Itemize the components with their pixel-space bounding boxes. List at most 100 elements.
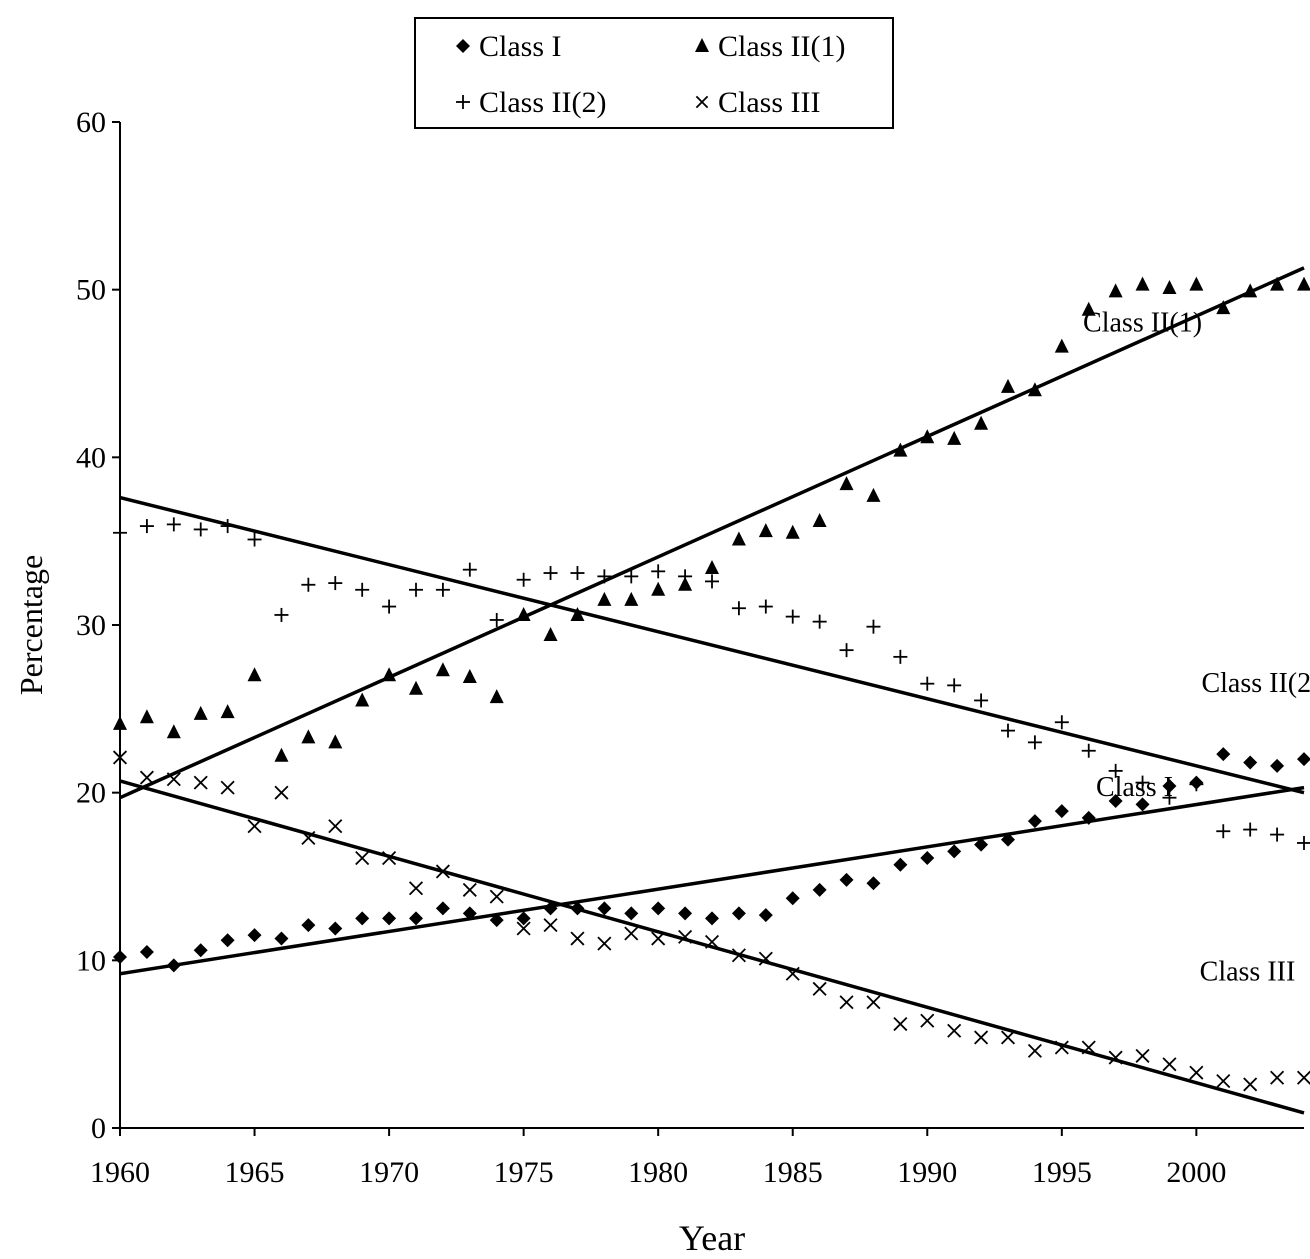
point-class-ii-1 — [301, 729, 316, 744]
point-class-ii-1 — [785, 524, 800, 539]
point-class-ii-1 — [113, 715, 127, 730]
point-class-i — [1162, 778, 1177, 793]
point-class-ii-1 — [1270, 276, 1285, 291]
point-class-iii — [355, 851, 370, 866]
point-class-iii — [1243, 1077, 1258, 1092]
point-class-iii — [328, 819, 343, 834]
trend-lines — [119, 266, 1305, 1115]
point-class-ii-2 — [1135, 775, 1150, 790]
point-class-ii-2 — [974, 693, 989, 708]
point-class-iii — [516, 921, 531, 936]
y-tick-label: 20 — [76, 777, 106, 810]
point-class-iii — [1162, 1057, 1177, 1072]
annotation-class-ii-2: Class II(2) — [1201, 668, 1310, 699]
point-class-ii-2 — [489, 612, 504, 627]
point-class-iii — [301, 830, 316, 845]
point-class-i — [328, 921, 343, 936]
point-class-i — [839, 872, 854, 887]
point-class-ii-1 — [866, 487, 881, 502]
legend-marker-class-ii-1 — [695, 38, 709, 52]
point-class-i — [1270, 758, 1285, 773]
x-tick-label: 1970 — [359, 1156, 419, 1189]
point-class-ii-2 — [193, 522, 208, 537]
point-class-ii-2 — [678, 569, 693, 584]
point-class-ii-2 — [139, 519, 154, 534]
point-class-i — [1027, 814, 1042, 829]
point-class-iii — [435, 864, 450, 879]
point-class-ii-2 — [1108, 763, 1123, 778]
series-class-ii-1 — [113, 276, 1310, 762]
point-class-ii-2 — [220, 519, 235, 534]
legend-marker-class-i — [456, 39, 470, 53]
point-class-iii — [839, 995, 854, 1010]
point-class-i — [974, 837, 989, 852]
point-class-i — [489, 913, 504, 928]
point-class-iii — [570, 931, 585, 946]
annotation-class-iii: Class III — [1200, 956, 1296, 987]
point-class-i — [274, 931, 289, 946]
point-class-ii-1 — [893, 442, 908, 457]
point-class-ii-2 — [866, 619, 881, 634]
legend-box — [414, 17, 894, 129]
point-class-ii-1 — [597, 591, 612, 606]
point-class-ii-1 — [1054, 338, 1069, 353]
y-tick-label: 30 — [76, 609, 106, 642]
point-class-ii-2 — [651, 564, 666, 579]
point-class-i — [247, 928, 262, 943]
point-class-i — [785, 891, 800, 906]
x-tick-label: 1975 — [494, 1156, 554, 1189]
y-tick-label: 0 — [91, 1112, 106, 1145]
point-class-ii-2 — [516, 572, 531, 587]
point-class-ii-1 — [166, 724, 181, 739]
x-tick-label: 1990 — [897, 1156, 957, 1189]
point-class-i — [1216, 747, 1231, 762]
point-class-iii — [274, 785, 289, 800]
point-class-ii-2 — [597, 569, 612, 584]
point-class-iii — [597, 936, 612, 951]
point-class-i — [113, 949, 127, 964]
point-class-i — [409, 911, 423, 926]
point-class-iii — [624, 926, 639, 941]
point-class-ii-2 — [893, 649, 908, 664]
point-class-iii — [1189, 1065, 1204, 1080]
point-class-iii — [1108, 1050, 1123, 1065]
trend-line-class-ii-2 — [119, 495, 1305, 795]
point-class-ii-2 — [839, 643, 854, 658]
legend-label: Class II(2) — [479, 86, 606, 119]
point-class-ii-2 — [462, 562, 477, 577]
point-class-i — [220, 933, 235, 948]
legend-item-class-iii: Class III — [695, 86, 820, 119]
annotations: Class II(1) Class II(2) Class I Class III — [1083, 308, 1310, 988]
x-axis-title: Year — [679, 1218, 745, 1258]
point-class-ii-1 — [1027, 382, 1042, 397]
point-class-ii-2 — [543, 566, 558, 581]
point-class-ii-2 — [1216, 824, 1231, 839]
point-class-ii-1 — [516, 606, 531, 621]
point-class-i — [1054, 804, 1069, 819]
legend: Class I Class II(1) Class II(2) Class III — [414, 17, 894, 129]
point-class-ii-1 — [624, 591, 639, 606]
point-class-iii — [974, 1030, 989, 1045]
point-class-ii-2 — [1027, 735, 1042, 750]
point-class-iii — [893, 1017, 908, 1032]
point-class-iii — [193, 775, 208, 790]
point-class-iii — [1081, 1040, 1096, 1055]
point-class-ii-1 — [705, 559, 719, 574]
point-class-ii-1 — [489, 689, 504, 704]
point-class-i — [893, 857, 908, 872]
data-points — [112, 276, 1310, 1092]
point-class-ii-2 — [920, 676, 935, 691]
legend-marker-class-ii-2 — [456, 95, 470, 109]
point-class-iii — [462, 882, 477, 897]
point-class-i — [758, 908, 773, 923]
point-class-iii — [866, 995, 881, 1010]
point-class-ii-1 — [382, 667, 397, 682]
point-class-i — [1135, 797, 1150, 812]
point-class-i — [1108, 794, 1123, 809]
point-class-ii-2 — [705, 574, 719, 589]
point-class-ii-1 — [920, 429, 935, 444]
point-class-i — [193, 943, 208, 958]
point-class-ii-2 — [1054, 715, 1069, 730]
point-class-ii-2 — [947, 678, 962, 693]
